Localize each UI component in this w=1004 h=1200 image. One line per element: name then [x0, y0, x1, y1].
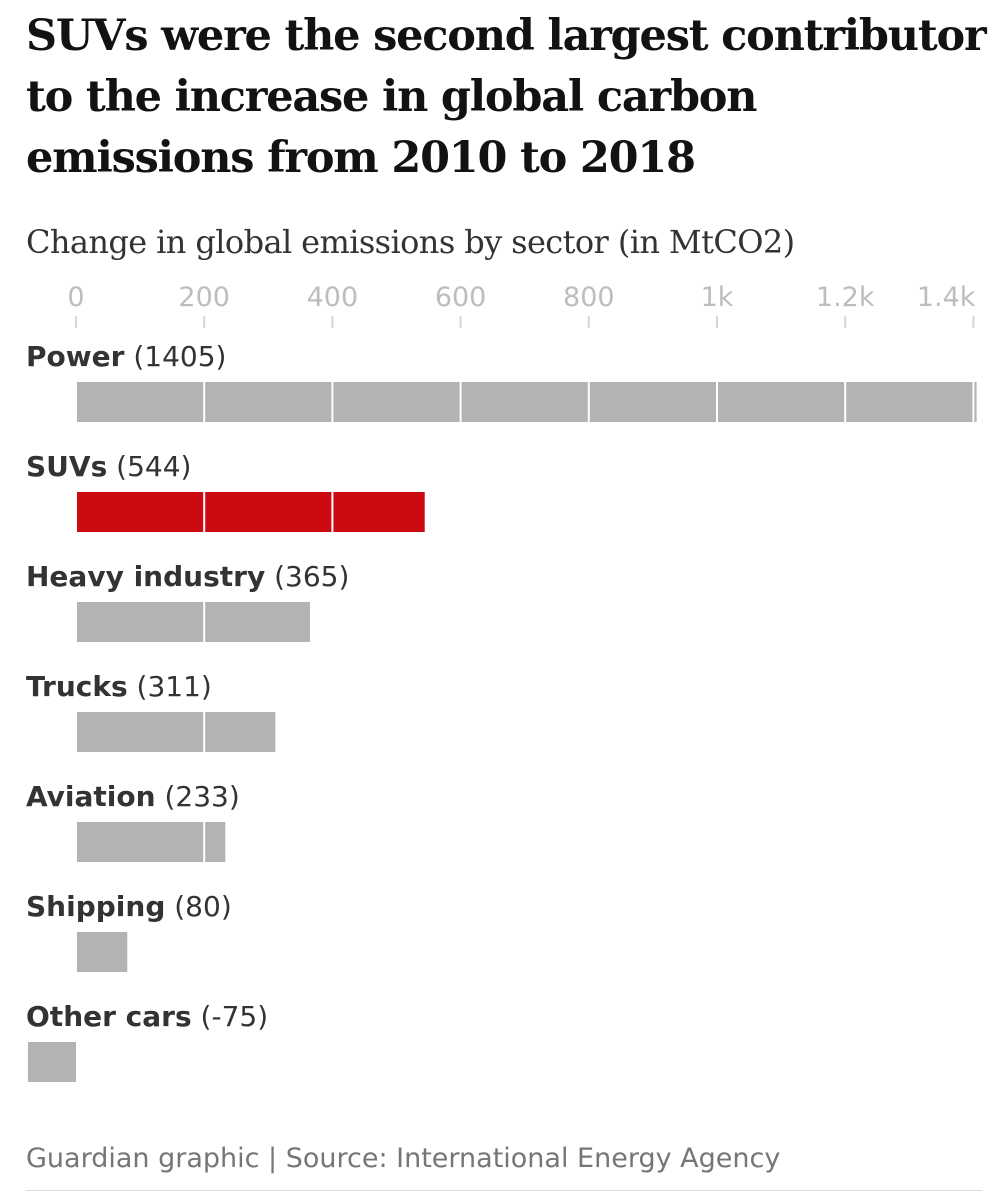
bar-trucks	[76, 712, 276, 752]
x-tick-label-800: 800	[563, 282, 615, 313]
chart-title: SUVs were the second largest contributor…	[26, 11, 987, 183]
footer-divider	[26, 1190, 982, 1191]
x-tick-label-600: 600	[435, 282, 487, 313]
bar-label-trucks: Trucks (311)	[26, 670, 212, 703]
x-tick-label-400: 400	[307, 282, 359, 313]
bar-power	[76, 382, 977, 422]
value-label: (311)	[128, 670, 212, 703]
bar-rows: Power (1405) SUVs (544) Heavy industry (36…	[26, 340, 977, 1082]
value-label: (1405)	[124, 340, 226, 373]
bar-aviation	[76, 822, 226, 862]
bar-suvs	[76, 492, 425, 532]
x-tick-label-200: 200	[178, 282, 230, 313]
category-name: Trucks	[26, 670, 128, 703]
bar-label-power: Power (1405)	[26, 340, 226, 373]
bar-other-cars	[27, 1042, 76, 1082]
bar-heavy-industry	[76, 602, 310, 642]
bar-row-other-cars: Other cars (-75)	[26, 1000, 268, 1082]
category-name: Power	[26, 340, 125, 373]
category-name: Aviation	[26, 780, 156, 813]
category-name: SUVs	[26, 450, 107, 483]
category-name: Shipping	[26, 890, 165, 923]
category-name: Other cars	[26, 1000, 192, 1033]
source-note: Guardian graphic | Source: International…	[26, 1143, 781, 1174]
bar-row-shipping: Shipping (80)	[26, 890, 232, 972]
value-label: (80)	[165, 890, 231, 923]
x-axis: 0 200 400 600 800 1k 1.2k 1.4k	[67, 282, 976, 328]
bar-row-heavy-industry: Heavy industry (365)	[26, 560, 349, 642]
value-label: (-75)	[192, 1000, 268, 1033]
bar-label-shipping: Shipping (80)	[26, 890, 232, 923]
x-tick-label-1-2k: 1.2k	[816, 282, 875, 313]
bar-shipping	[76, 932, 128, 972]
x-tick-label-1-4k: 1.4k	[917, 282, 976, 313]
bar-label-heavy-industry: Heavy industry (365)	[26, 560, 349, 593]
value-label: (365)	[265, 560, 349, 593]
bar-label-suvs: SUVs (544)	[26, 450, 191, 483]
bar-row-trucks: Trucks (311)	[26, 670, 276, 752]
value-label: (233)	[156, 780, 240, 813]
bar-label-aviation: Aviation (233)	[26, 780, 240, 813]
bar-row-suvs: SUVs (544)	[26, 450, 425, 532]
bar-row-aviation: Aviation (233)	[26, 780, 240, 862]
x-tick-label-0: 0	[67, 282, 84, 313]
chart-subtitle: Change in global emissions by sector (in…	[26, 223, 795, 261]
x-tick-label-1k: 1k	[701, 282, 734, 313]
bar-row-power: Power (1405)	[26, 340, 977, 422]
value-label: (544)	[107, 450, 191, 483]
category-name: Heavy industry	[26, 560, 265, 593]
bar-label-other-cars: Other cars (-75)	[26, 1000, 268, 1033]
bar-chart: 0 200 400 600 800 1k 1.2k 1.4k Power (1405) SUVs…	[26, 282, 977, 1082]
